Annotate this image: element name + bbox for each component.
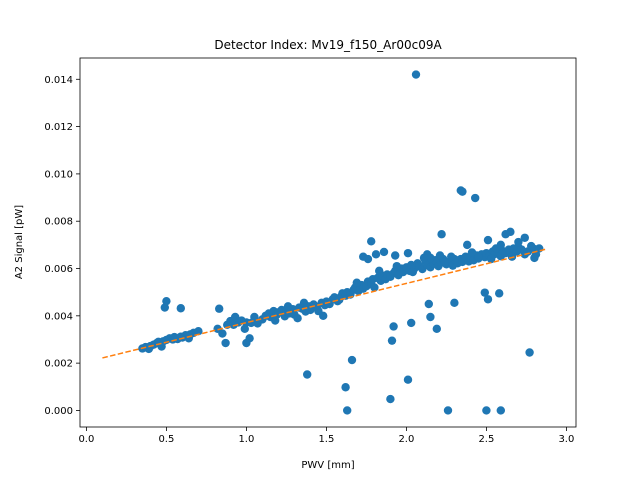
data-point xyxy=(411,70,421,79)
data-point xyxy=(391,251,400,260)
x-tick-label: 2.5 xyxy=(478,434,494,445)
data-point xyxy=(506,227,515,237)
data-point xyxy=(271,316,280,325)
data-point xyxy=(162,296,171,306)
data-point xyxy=(299,298,309,308)
data-point xyxy=(176,304,185,313)
data-point xyxy=(495,289,504,298)
y-axis: 0.000 0.002 0.004 0.006 0.008 0.010 0.012 0.014 xyxy=(44,75,80,417)
y-tick-label: 0.014 xyxy=(44,75,73,86)
data-point xyxy=(474,252,483,261)
axes-frame xyxy=(79,57,577,428)
data-point xyxy=(386,394,395,404)
y-tick-label: 0.000 xyxy=(44,406,73,417)
data-point xyxy=(482,406,491,415)
data-point xyxy=(303,370,312,379)
y-tick-label: 0.004 xyxy=(44,311,73,322)
x-tick-label: 1.5 xyxy=(318,434,334,445)
data-point xyxy=(371,250,381,259)
data-point xyxy=(424,299,433,309)
data-point xyxy=(347,355,357,365)
y-axis-label: A2 Signal [pW] xyxy=(14,205,25,279)
data-point xyxy=(435,251,445,260)
y-tick-label: 0.008 xyxy=(44,217,73,228)
y-tick-label: 0.010 xyxy=(44,169,73,180)
x-axis-label: PWV [mm] xyxy=(301,460,354,471)
data-point xyxy=(520,233,529,242)
data-point xyxy=(440,258,449,267)
data-point xyxy=(447,252,456,261)
data-point xyxy=(487,254,496,264)
data-point xyxy=(426,312,435,322)
data-point xyxy=(496,406,505,415)
data-point xyxy=(392,261,401,271)
data-point xyxy=(403,375,413,384)
data-point xyxy=(389,322,398,331)
data-point xyxy=(160,303,169,312)
data-point xyxy=(525,348,534,357)
data-point xyxy=(363,254,373,264)
data-point xyxy=(471,193,480,203)
fit-line xyxy=(102,248,548,359)
data-point xyxy=(367,237,376,246)
data-point xyxy=(514,237,523,247)
data-point xyxy=(245,334,254,343)
data-point xyxy=(419,253,429,263)
data-point xyxy=(370,283,379,292)
data-point xyxy=(352,278,361,287)
x-tick-label: 2.0 xyxy=(398,434,414,445)
data-point xyxy=(483,235,493,245)
data-point xyxy=(194,327,203,336)
data-point xyxy=(458,187,467,196)
data-point xyxy=(379,247,389,257)
data-point xyxy=(387,336,397,345)
data-point xyxy=(408,267,417,277)
data-point xyxy=(221,338,230,348)
data-point xyxy=(450,298,459,308)
x-tick-label: 3.0 xyxy=(558,434,574,445)
data-point xyxy=(293,313,302,323)
data-point xyxy=(215,304,224,313)
data-point xyxy=(335,295,344,304)
data-point xyxy=(229,320,238,330)
data-point xyxy=(407,318,416,328)
data-point xyxy=(283,302,293,311)
y-tick-label: 0.012 xyxy=(44,122,73,133)
data-point xyxy=(467,248,477,257)
data-point xyxy=(432,324,441,334)
data-point xyxy=(437,230,446,239)
y-tick-label: 0.002 xyxy=(44,359,73,370)
x-tick-label: 0.0 xyxy=(78,434,94,445)
data-point xyxy=(375,266,384,276)
data-point xyxy=(443,406,453,415)
y-tick-label: 0.006 xyxy=(44,264,73,275)
chart-title: Detector Index: Mv19_f150_Ar00c09A xyxy=(214,38,442,52)
plot-area xyxy=(79,57,577,428)
x-tick-label: 1.0 xyxy=(238,434,254,445)
data-point xyxy=(250,312,259,322)
x-axis: 0.0 0.5 1.0 1.5 2.0 2.5 3.0 xyxy=(78,427,574,445)
data-point xyxy=(463,240,472,250)
data-point xyxy=(403,248,413,258)
data-point xyxy=(530,253,539,263)
data-point xyxy=(483,295,493,304)
data-point xyxy=(341,383,350,392)
x-tick-label: 0.5 xyxy=(158,434,174,445)
data-point xyxy=(319,311,328,321)
data-point xyxy=(480,288,489,297)
data-point xyxy=(218,329,227,338)
data-point xyxy=(496,240,505,250)
fit-line-group xyxy=(102,248,548,359)
data-point xyxy=(240,324,249,334)
data-point xyxy=(343,406,352,415)
data-point xyxy=(426,253,435,263)
data-point xyxy=(507,252,517,261)
